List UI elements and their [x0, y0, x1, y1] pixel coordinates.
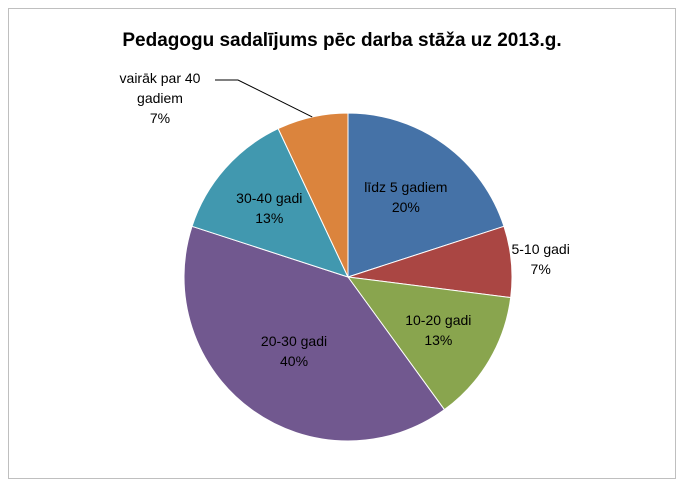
data-label: 5-10 gadi 7% [506, 239, 576, 279]
label-value: 40% [280, 353, 309, 370]
pie-slice [191, 127, 349, 278]
data-label: vairāk par 40 gadiem 7% [100, 68, 220, 128]
leader-line [215, 79, 313, 118]
label-category: 5-10 gadi [511, 240, 570, 257]
label-value: 13% [424, 332, 453, 349]
data-label: 20-30 gadi 40% [234, 331, 354, 371]
label-category: 30-40 gadi [236, 189, 303, 206]
label-value: 13% [255, 209, 284, 226]
label-value: 20% [391, 199, 420, 216]
chart-title: Pedagogu sadalījums pēc darba stāža uz 2… [122, 30, 562, 51]
pie-slice [183, 225, 446, 442]
data-label: līdz 5 gadiem 20% [346, 177, 466, 217]
data-label: 10-20 gadi 13% [378, 310, 498, 350]
label-value: 7% [149, 110, 171, 126]
label-category: 10-20 gadi [405, 312, 472, 329]
pie-slice [347, 112, 505, 278]
pie-slice [277, 112, 349, 278]
pie-slice [346, 276, 512, 411]
label-category: vairāk par 40 gadiem [119, 70, 201, 106]
label-category: līdz 5 gadiem [364, 179, 448, 196]
label-value: 7% [530, 260, 551, 277]
data-label: 30-40 gadi 13% [209, 188, 329, 228]
label-category: 20-30 gadi [260, 333, 328, 350]
